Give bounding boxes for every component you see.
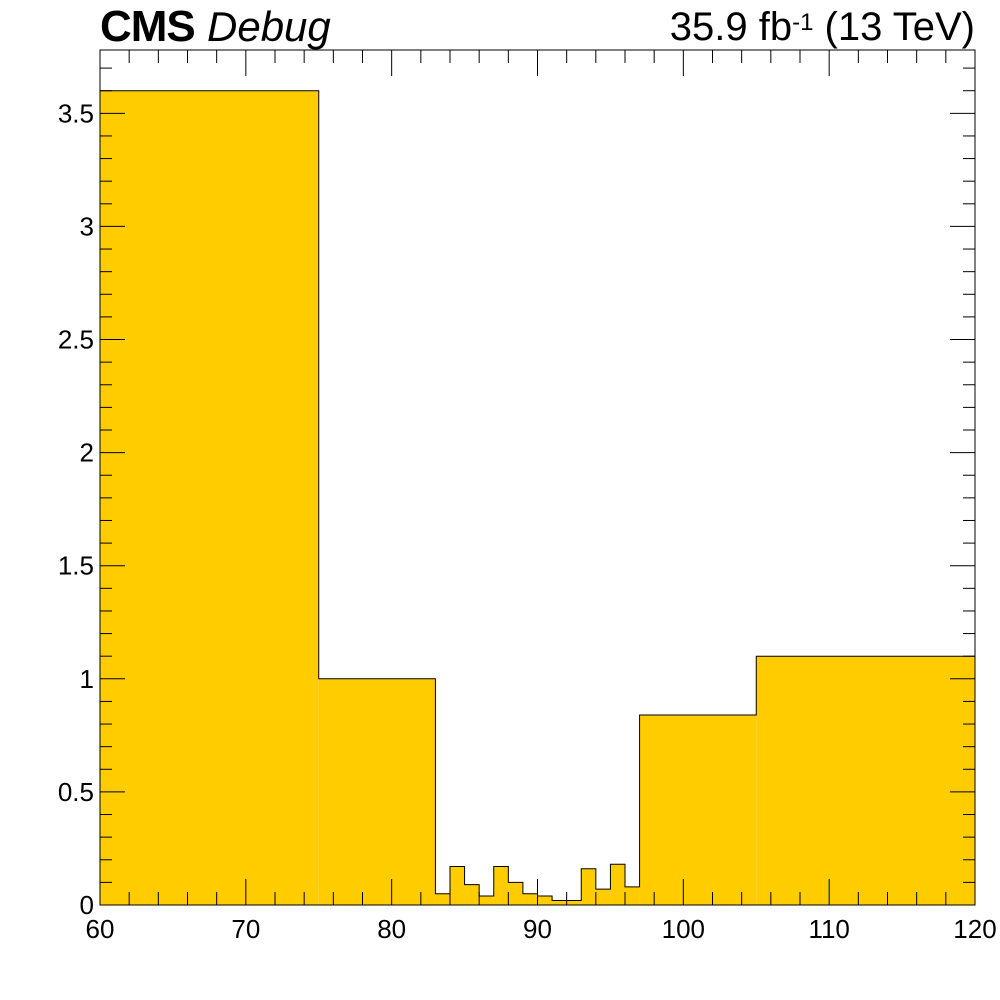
x-tick-label: 60: [86, 914, 115, 944]
extra-label: Debug: [207, 3, 331, 50]
energy-label: (13 TeV): [813, 5, 975, 49]
y-tick-label: 3.5: [58, 98, 94, 128]
histogram-bin: [508, 882, 523, 905]
histogram-bin: [581, 868, 596, 905]
histogram-bin: [552, 900, 567, 905]
luminosity-label: 35.9 fb-1 (13 TeV): [670, 2, 975, 52]
histogram-bin: [450, 866, 465, 905]
histogram-bin: [756, 656, 975, 905]
tick-labels: 60 70 80 90 100 110 120 0 0.5 1 1.5 2 2.5 3 3.5: [58, 98, 997, 944]
y-tick-label: 2: [80, 438, 94, 468]
histogram-bin: [625, 886, 640, 905]
histogram-bin: [493, 866, 509, 905]
x-tick-label: 90: [523, 914, 552, 944]
axis-ticks: [99, 50, 976, 906]
histogram-bin: [522, 893, 538, 905]
x-tick-label: 70: [231, 914, 260, 944]
histogram-bin: [610, 864, 625, 905]
luminosity-exponent: -1: [792, 9, 814, 36]
y-tick-label: 1.5: [58, 551, 94, 581]
y-tick-label: 3: [80, 211, 94, 241]
histogram-bin: [566, 900, 582, 905]
x-tick-label: 100: [662, 914, 705, 944]
x-tick-label: 110: [808, 914, 849, 944]
y-tick-label: 2.5: [58, 325, 94, 355]
histogram-bin: [639, 715, 757, 905]
histogram-bin: [318, 678, 436, 905]
histogram-bars: [99, 90, 976, 905]
y-tick-label: 0.5: [58, 777, 94, 807]
y-tick-label: 1: [80, 664, 94, 694]
histogram-bin: [595, 889, 611, 905]
x-tick-label: 120: [953, 914, 996, 944]
histogram-bin: [479, 895, 494, 905]
histogram-bin: [537, 895, 553, 905]
histogram-bin: [435, 893, 450, 905]
histogram-bin: [100, 90, 319, 905]
luminosity-value: 35.9 fb: [669, 5, 793, 49]
x-tick-label: 80: [377, 914, 406, 944]
plot-frame: [99, 49, 976, 906]
experiment-label: CMS: [100, 2, 196, 51]
y-tick-label: 0: [80, 890, 94, 920]
histogram-bin: [464, 884, 480, 905]
